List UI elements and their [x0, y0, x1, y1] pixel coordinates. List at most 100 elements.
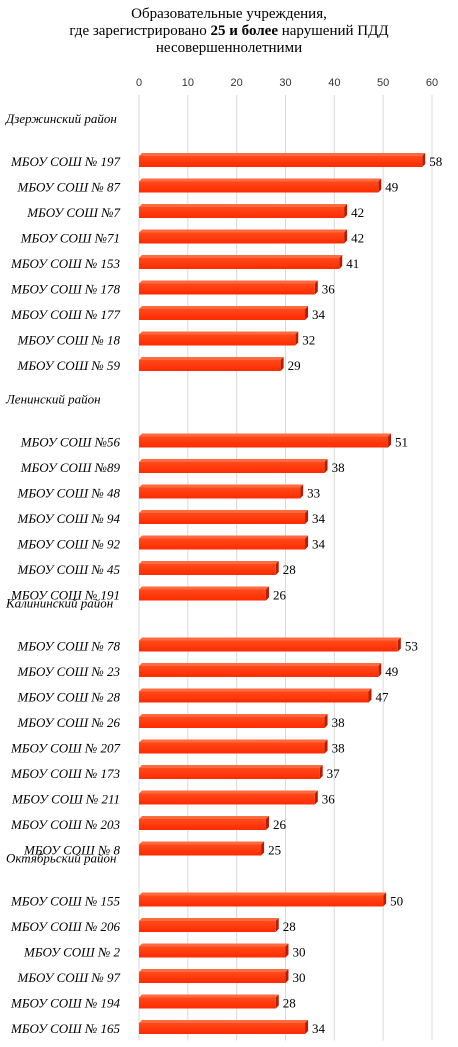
category-label: МБОУ СОШ № 59	[16, 358, 120, 373]
bar-top	[139, 178, 382, 182]
bar-side	[275, 561, 279, 575]
bar-side	[324, 459, 328, 473]
bar-top	[139, 714, 328, 717]
bar	[139, 283, 315, 295]
bar-top	[139, 535, 309, 539]
bar-top	[139, 918, 279, 921]
bar	[139, 844, 262, 856]
bar-side	[300, 484, 304, 499]
bar	[139, 717, 325, 728]
x-tick-label: 50	[377, 77, 389, 89]
category-label: МБОУ СОШ №7	[26, 205, 120, 220]
category-label: МБОУ СОШ № 18	[16, 333, 120, 348]
data-label: 32	[302, 333, 315, 348]
chart-title-line: несовершеннолетними	[155, 40, 303, 56]
category-label: МБОУ СОШ № 94	[16, 511, 120, 526]
data-label: 34	[312, 307, 326, 322]
bar-top	[139, 561, 279, 564]
data-label: 28	[283, 562, 296, 577]
bar-top	[139, 841, 265, 845]
category-label: МБОУ СОШ № 178	[10, 282, 121, 297]
bar	[139, 997, 276, 1009]
bar-side	[368, 688, 372, 703]
category-label: МБОУ СОШ № 153	[10, 256, 121, 271]
bar-side	[344, 204, 348, 218]
category-label: МБОУ СОШ № 28	[16, 690, 120, 705]
bar-side	[295, 331, 299, 346]
category-label: МБОУ СОШ № 92	[16, 537, 120, 552]
category-label: МБОУ СОШ № 48	[16, 486, 120, 501]
bar-side	[275, 994, 279, 1009]
group-label: Октябрьский район	[6, 851, 116, 866]
category-label: МБОУ СОШ № 197	[10, 154, 121, 169]
bar-top	[139, 1020, 309, 1023]
bar-side	[265, 586, 269, 601]
bar-top	[139, 484, 304, 488]
data-label: 28	[283, 919, 296, 934]
data-label: 30	[293, 945, 306, 960]
data-label: 30	[293, 970, 306, 985]
bar-top	[139, 892, 387, 896]
bar-side	[314, 790, 318, 805]
category-label: МБОУ СОШ № 206	[10, 919, 121, 934]
bar-side	[378, 663, 382, 677]
bar	[139, 589, 266, 601]
category-label: МБОУ СОШ № 211	[11, 792, 120, 807]
bar-side	[305, 510, 309, 524]
bar-top	[139, 663, 382, 666]
bar-side	[305, 306, 309, 320]
bar	[139, 691, 369, 703]
bar-top	[139, 459, 328, 462]
bar-side	[324, 739, 328, 754]
category-label: МБОУ СОШ №71	[20, 231, 120, 246]
data-label: 58	[429, 154, 442, 169]
bar	[139, 462, 325, 473]
data-label: 29	[288, 358, 301, 373]
bar-top	[139, 765, 323, 768]
category-label: МБОУ СОШ № 203	[10, 817, 121, 832]
bar	[139, 640, 398, 652]
data-label: 49	[385, 664, 398, 679]
category-label: МБОУ СОШ №89	[20, 460, 121, 475]
bar	[139, 564, 276, 575]
data-label: 36	[322, 282, 336, 297]
category-label: МБОУ СОШ № 194	[10, 996, 121, 1011]
bar-top	[139, 433, 392, 437]
bar	[139, 768, 320, 779]
bar	[139, 793, 315, 805]
bar	[139, 232, 345, 244]
bar-top	[139, 816, 269, 819]
data-label: 26	[273, 817, 287, 832]
bar	[139, 742, 325, 754]
data-label: 28	[283, 996, 296, 1011]
bar-side	[305, 1020, 309, 1034]
bar-side	[280, 357, 284, 371]
bar-top	[139, 510, 309, 513]
category-label: МБОУ СОШ № 87	[16, 180, 120, 195]
x-tick-label: 0	[136, 77, 142, 89]
data-label: 53	[405, 639, 418, 654]
bar-top	[139, 357, 284, 360]
bar-top	[139, 229, 348, 233]
category-label: МБОУ СОШ № 155	[10, 894, 121, 909]
bar-top	[139, 204, 348, 207]
bar-side	[422, 153, 426, 167]
category-label: МБОУ СОШ № 78	[16, 639, 120, 654]
data-label: 42	[351, 205, 364, 220]
bar	[139, 1023, 306, 1034]
bar	[139, 538, 306, 550]
bar	[139, 334, 296, 346]
bar-side	[324, 714, 328, 728]
bar	[139, 487, 301, 499]
bar-side	[261, 841, 265, 856]
bar-side	[319, 765, 323, 779]
bar	[139, 895, 384, 907]
category-label: МБОУ СОШ № 165	[10, 1021, 121, 1036]
data-label: 37	[327, 766, 341, 781]
bar-top	[139, 790, 318, 794]
category-label: МБОУ СОШ № 173	[10, 766, 121, 781]
bar-side	[339, 255, 343, 269]
bar-side	[275, 918, 279, 932]
x-tick-label: 30	[279, 77, 291, 89]
